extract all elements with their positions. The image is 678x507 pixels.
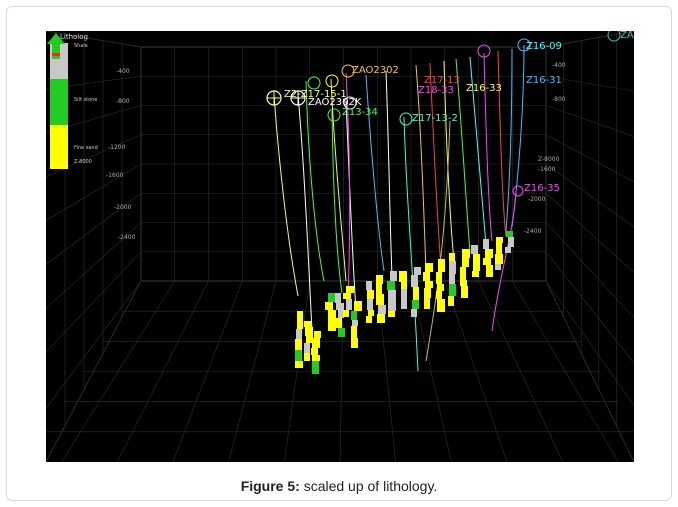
- 3d-viewport[interactable]: -400 -800 -1200 -1600 -2000 -2400 -400 -…: [46, 31, 634, 462]
- caption-label: Figure 5:: [240, 478, 300, 494]
- left-depth-axis: -400 -800 -1200 -1600 -2000 -2400: [106, 68, 136, 241]
- depth-tick: -2400: [524, 228, 542, 235]
- well-label: Z16-31: [526, 75, 562, 86]
- lithology-legend: Litholog Shale Silt stone Fine sand Z-80…: [50, 33, 130, 175]
- right-depth-axis: -400 -800 Z-8000 -1600 -2000 -2400: [524, 62, 566, 235]
- legend-label: Fine sand: [74, 145, 98, 151]
- well-label: Z16-33: [466, 83, 502, 94]
- well-label: Z13-34: [342, 107, 378, 118]
- fine-sand-swatch: [50, 125, 68, 169]
- depth-tick: -2400: [118, 234, 136, 241]
- well-label: ZAO2302: [352, 65, 399, 76]
- siltstone-swatch: [50, 79, 68, 125]
- up-arrow-icon[interactable]: [46, 31, 66, 61]
- figure-caption: Figure 5: scaled up of lithology.: [0, 478, 678, 494]
- well-marker-icon: [325, 74, 339, 88]
- well-marker-icon: [512, 185, 524, 197]
- depth-tick: -1600: [106, 172, 124, 179]
- well-label: ZAO2302K: [308, 97, 362, 108]
- depth-tick: -1200: [108, 144, 126, 151]
- depth-tick: -2000: [528, 196, 546, 203]
- legend-label: Silt stone: [74, 97, 98, 103]
- well-label: Z17-13-2: [412, 113, 458, 124]
- well-trajectories: [273, 44, 525, 372]
- depth-tick: -400: [116, 68, 130, 75]
- legend-label: Shale: [74, 43, 88, 49]
- depth-tick: -800: [116, 98, 130, 105]
- depth-tick: -2000: [114, 204, 132, 211]
- well-label: Z16-35: [524, 183, 560, 194]
- legend-title: Litholog: [60, 33, 88, 41]
- well-marker-icon: [399, 112, 413, 126]
- depth-tick: -400: [552, 62, 566, 69]
- well-marker-icon: [477, 44, 491, 58]
- caption-text: scaled up of lithology.: [299, 478, 438, 494]
- well-marker-icon: [307, 76, 321, 90]
- well-marker-icon: [341, 64, 355, 78]
- well-marker-icon: [327, 108, 341, 122]
- right-axis-label: Z-8000: [538, 156, 560, 163]
- depth-tick: -800: [552, 96, 566, 103]
- lithology-scene: -400 -800 -1200 -1600 -2000 -2400 -400 -…: [46, 31, 634, 462]
- well-marker-icon: [517, 38, 531, 52]
- well-marker-icon: [607, 31, 621, 42]
- well-label: Z2-Z17-15-1: [284, 89, 347, 100]
- well-label: ZA03: [620, 31, 634, 41]
- well-label: Z16-09: [526, 41, 562, 52]
- well-marker-icon: [343, 96, 357, 110]
- depth-tick: -1600: [538, 166, 556, 173]
- well-label: Z17-13: [424, 75, 460, 86]
- lithology-blocks: [295, 231, 514, 374]
- legend-depth-label: Z-8000: [74, 159, 92, 165]
- well-label: Z18-33: [418, 85, 454, 96]
- well-markers: Z2-Z17-15-1 ZAO2302K Z13-34 Z17-13-2 Z18…: [266, 31, 634, 197]
